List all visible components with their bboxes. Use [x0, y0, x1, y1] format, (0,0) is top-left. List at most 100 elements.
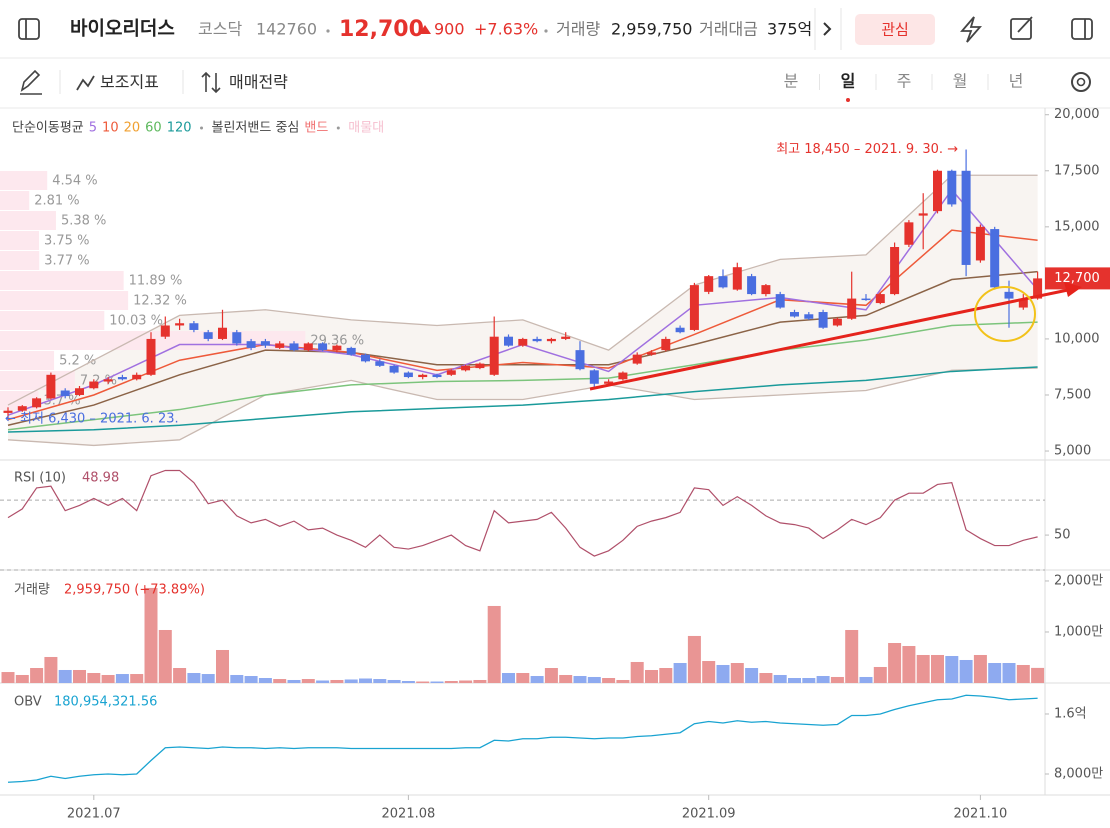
- stock-name: 바이오리더스: [70, 18, 175, 40]
- candle-body: [732, 267, 742, 290]
- rsi-label: RSI (10): [14, 471, 66, 486]
- candle-body: [117, 377, 127, 380]
- moving-average: [7, 321, 1038, 431]
- sidebar-icon[interactable]: [18, 18, 40, 40]
- flash-icon[interactable]: [960, 16, 982, 43]
- period-tab[interactable]: 일: [841, 72, 856, 91]
- legend-separator: [200, 126, 204, 130]
- period-tab[interactable]: 년: [1009, 72, 1024, 91]
- candle-body: [346, 347, 356, 355]
- candle-body: [618, 372, 628, 380]
- candle-body: [189, 323, 199, 330]
- legend-item: 밴드: [304, 121, 328, 136]
- candle-body: [832, 318, 842, 326]
- candle-body: [532, 338, 542, 342]
- strategy-button[interactable]: 매매전략: [229, 73, 288, 92]
- candle-body: [361, 354, 370, 362]
- panel-icon[interactable]: [1071, 18, 1093, 40]
- volume-bar: [659, 668, 673, 683]
- volume-bar: [15, 674, 29, 683]
- volume-bar: [173, 668, 187, 683]
- candle-body: [589, 370, 599, 384]
- volume-bar: [802, 678, 816, 683]
- candle-body: [561, 336, 571, 339]
- obv-line: [7, 694, 1038, 783]
- volume-bar: [845, 629, 859, 683]
- volume-bar: [216, 649, 229, 683]
- volume-bar: [745, 668, 759, 683]
- volume-profile-bar: [0, 311, 105, 330]
- settings-icon[interactable]: [1071, 72, 1091, 92]
- candle-body: [75, 388, 84, 395]
- more-chevron[interactable]: [823, 22, 832, 36]
- volume-profile-bar: [0, 211, 56, 230]
- volume-bar: [359, 678, 372, 683]
- y-tick-label: 8,000만: [1054, 766, 1103, 781]
- candle-body: [489, 336, 499, 375]
- bollinger-upper: [7, 174, 1038, 406]
- y-tick-label: 50: [1054, 528, 1071, 543]
- volume-profile-label: 3.77 %: [44, 254, 89, 269]
- candle-body: [546, 338, 556, 342]
- candle-body: [875, 294, 885, 304]
- settings-icon-center: [1076, 77, 1086, 87]
- separator: [544, 29, 548, 33]
- y-tick-label: 17,500: [1054, 163, 1100, 178]
- amount-label: 거래대금: [699, 20, 758, 39]
- candle-body: [375, 361, 385, 366]
- volume-profile-label: 4.54 %: [52, 174, 97, 189]
- volume-profile-label: 11.89 %: [129, 274, 183, 289]
- volume-bar: [530, 676, 544, 683]
- x-tick-label: 2021.07: [67, 807, 121, 822]
- volume-bar: [430, 681, 444, 683]
- volume-bar: [945, 656, 959, 683]
- volume-bar: [788, 678, 801, 683]
- volume-bar: [716, 664, 730, 683]
- volume-bar: [687, 635, 701, 683]
- chart: 4.54 % 2.81 % 5.38 % 3.75 % 3.77 % 11.89 % 12.…: [0, 107, 1110, 822]
- obv-current: 180,954,321.56: [54, 695, 157, 710]
- change-pct: +7.63%: [474, 20, 538, 39]
- volume-current: 2,959,750 (+73.89%): [64, 583, 205, 598]
- toolbar: 보조지표 매매전략 분 일 주 월 년: [20, 69, 1091, 102]
- y-tick-label: 20,000: [1054, 107, 1100, 122]
- legend-separator: [336, 126, 340, 130]
- volume-bar: [859, 676, 873, 683]
- indicators-button[interactable]: 보조지표: [100, 73, 159, 92]
- current-price-tag: [1045, 267, 1110, 290]
- volume-bar: [101, 674, 115, 683]
- volume-label: 거래량: [556, 20, 600, 39]
- volume-profile-bar: [0, 371, 75, 390]
- volume-bar: [316, 680, 330, 683]
- current-price-label: 12,700: [1054, 271, 1100, 286]
- watch-button[interactable]: [855, 14, 935, 45]
- volume-bar: [273, 679, 287, 683]
- edit-icon[interactable]: [1010, 18, 1032, 40]
- trend-arrowhead: [1064, 282, 1082, 297]
- strategy-icon: [201, 71, 221, 94]
- volume-bar: [87, 673, 101, 683]
- selected-dot: [846, 98, 850, 102]
- period-tab[interactable]: 주: [897, 72, 912, 91]
- draw-icon[interactable]: [20, 69, 42, 95]
- y-tick-label: 1,000만: [1054, 624, 1103, 639]
- bollinger-lower: [7, 367, 1038, 447]
- period-tab[interactable]: 월: [953, 72, 968, 91]
- volume-bar: [988, 663, 1002, 683]
- candle-body: [17, 406, 27, 411]
- volume-bar: [931, 654, 944, 683]
- candle-body: [60, 390, 70, 397]
- volume-bar: [258, 678, 272, 683]
- watch-button-label: 관심: [881, 21, 909, 39]
- candle-body: [933, 170, 942, 212]
- price: 12,700: [339, 17, 424, 42]
- volume-bar: [730, 663, 744, 683]
- volume-bar: [516, 673, 530, 683]
- candle-body: [432, 374, 442, 378]
- volume-bar: [459, 680, 473, 683]
- period-tab[interactable]: 분: [784, 72, 799, 91]
- volume-bar: [487, 605, 501, 683]
- candle-body: [1018, 298, 1028, 308]
- low-annotation: ← 최저 6,430 – 2021. 6. 23.: [5, 411, 179, 426]
